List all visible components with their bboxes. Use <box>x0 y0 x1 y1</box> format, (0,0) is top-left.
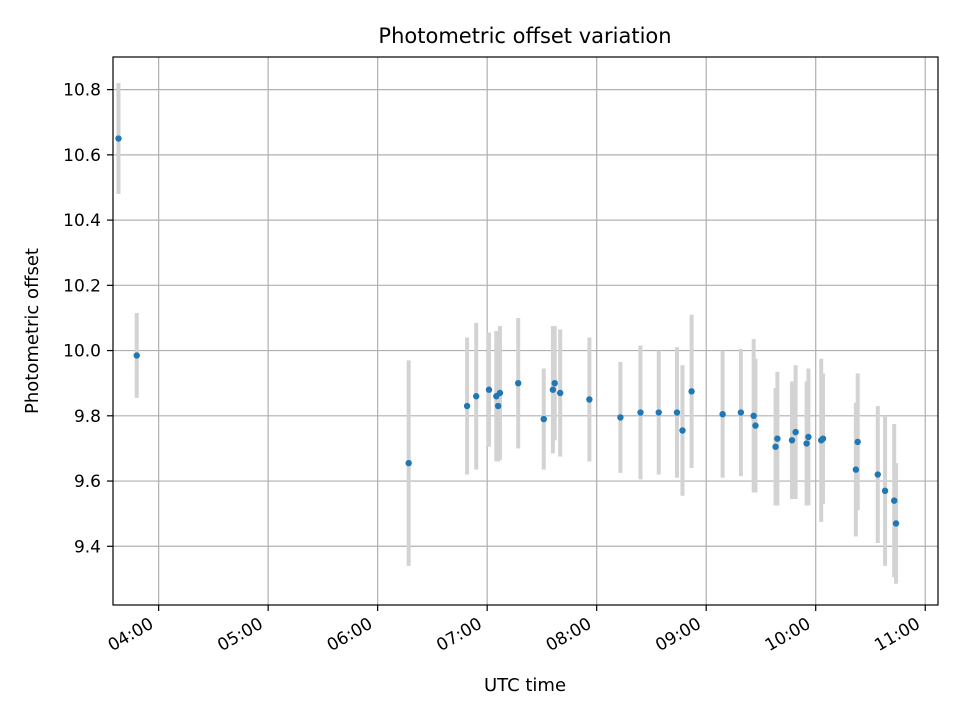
y-axis-ticks: 9.4 9.6 9.8 10.0 10.2 10.4 10.6 10.8 <box>63 81 113 557</box>
data-point <box>772 443 779 450</box>
data-point <box>788 437 796 444</box>
y-tick-label: 10.0 <box>63 342 101 362</box>
data-point <box>752 422 759 429</box>
data-point <box>852 466 860 473</box>
y-tick-label: 9.8 <box>74 407 101 427</box>
data-point <box>514 379 522 387</box>
data-point <box>719 410 726 418</box>
data-point <box>549 386 557 393</box>
data-point <box>115 135 122 142</box>
data-point <box>881 487 889 495</box>
y-tick-label: 10.2 <box>63 276 101 296</box>
y-tick-label: 10.8 <box>63 81 101 101</box>
data-point <box>890 497 898 504</box>
data-point <box>494 402 502 410</box>
data-point <box>679 427 686 434</box>
data-point <box>874 471 881 478</box>
data-point <box>473 393 480 400</box>
data-point <box>792 428 799 436</box>
data-point <box>854 438 861 446</box>
data-point <box>586 396 593 403</box>
data-point <box>133 352 140 359</box>
data-point <box>737 409 745 416</box>
data-point <box>556 389 564 397</box>
data-point <box>892 520 900 527</box>
y-axis-label: Photometric offset <box>22 248 43 414</box>
data-point <box>540 415 547 423</box>
y-tick-label: 10.6 <box>63 146 101 166</box>
data-point <box>637 409 644 416</box>
data-point <box>655 409 662 416</box>
data-point <box>405 459 412 467</box>
data-point <box>485 386 493 393</box>
data-point <box>673 409 681 416</box>
y-tick-label: 9.6 <box>74 472 101 492</box>
data-point <box>617 414 624 421</box>
data-point <box>496 389 504 397</box>
data-point <box>688 388 695 395</box>
chart-title: Photometric offset variation <box>378 24 671 48</box>
data-point <box>551 379 558 387</box>
data-point <box>750 412 757 420</box>
grid <box>113 57 938 605</box>
y-tick-label: 10.4 <box>63 211 101 231</box>
data-point <box>774 435 781 442</box>
data-point <box>803 440 810 447</box>
data-point <box>819 435 827 442</box>
data-points <box>115 135 900 527</box>
x-axis-label: UTC time <box>484 675 566 696</box>
data-point <box>805 433 812 441</box>
y-tick-label: 9.4 <box>74 537 101 557</box>
data-point <box>463 402 471 410</box>
plot-frame <box>112 56 939 606</box>
